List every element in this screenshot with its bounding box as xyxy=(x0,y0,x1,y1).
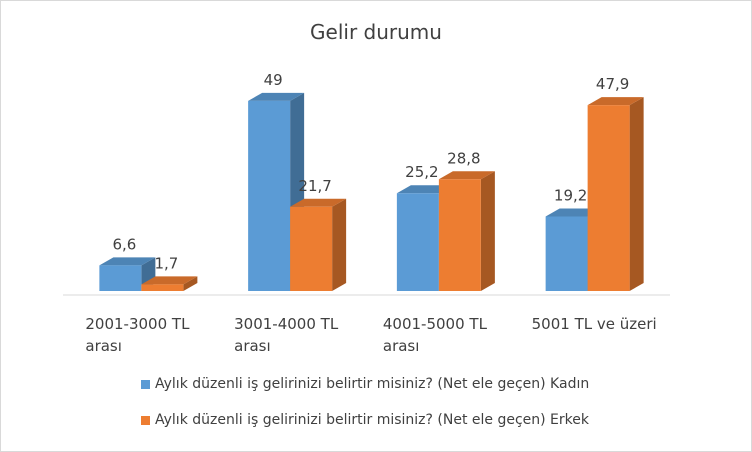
bar-front xyxy=(141,284,184,291)
bar-top xyxy=(141,276,198,285)
x-tick-label: 4001-5000 TL arası xyxy=(382,315,487,355)
bar-front xyxy=(290,206,333,291)
bar-top xyxy=(248,92,305,101)
data-label: 28,8 xyxy=(447,149,480,167)
bar-top xyxy=(587,97,644,106)
legend-entry: Aylık düzenli iş gelirinizi belirtir mis… xyxy=(141,376,589,392)
x-tick-label: 2001-3000 TL arası xyxy=(85,315,190,355)
data-label: 1,7 xyxy=(154,254,178,272)
chart-title: Gelir durumu xyxy=(310,20,442,44)
bar-side xyxy=(332,198,347,291)
bar xyxy=(438,171,495,291)
data-label: 21,7 xyxy=(298,177,331,195)
bar-side xyxy=(629,97,644,291)
data-label: 25,2 xyxy=(405,163,438,181)
data-label: 19,2 xyxy=(554,187,587,205)
data-label: 47,9 xyxy=(596,75,629,93)
legend-swatch xyxy=(141,415,150,425)
bar-top xyxy=(290,198,347,207)
legend-entry: Aylık düzenli iş gelirinizi belirtir mis… xyxy=(141,412,589,428)
bar-front xyxy=(396,193,439,291)
bar-front xyxy=(545,216,588,291)
data-label: 6,6 xyxy=(112,235,136,253)
bar xyxy=(290,198,347,291)
bar xyxy=(141,276,198,291)
x-tick-label: 5001 TL ve üzeri xyxy=(531,315,657,333)
bar-front xyxy=(99,265,142,291)
bar-front xyxy=(587,105,630,291)
legend-label: Aylık düzenli iş gelirinizi belirtir mis… xyxy=(155,376,590,392)
bar-front xyxy=(248,100,291,291)
x-tick-label: 3001-4000 TL arası xyxy=(234,315,339,355)
legend-label: Aylık düzenli iş gelirinizi belirtir mis… xyxy=(155,412,589,428)
bar-side xyxy=(183,276,198,291)
bar-top xyxy=(99,257,156,266)
legend-swatch xyxy=(141,379,150,389)
data-label: 49 xyxy=(264,71,283,89)
bar-side xyxy=(480,171,495,291)
bar-top xyxy=(438,171,495,180)
bar xyxy=(587,97,644,291)
bar-front xyxy=(438,179,481,291)
